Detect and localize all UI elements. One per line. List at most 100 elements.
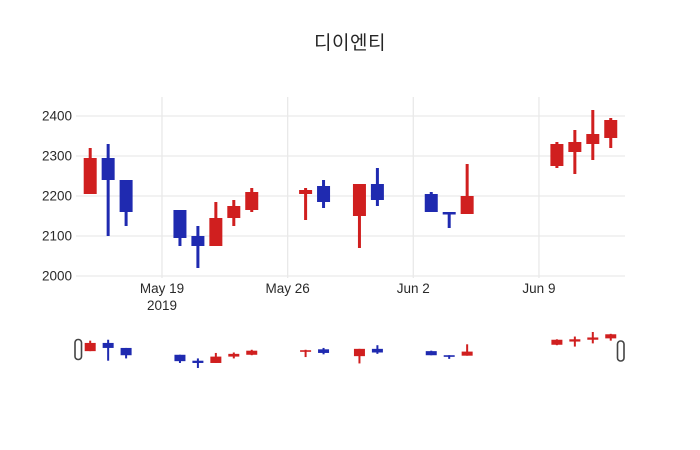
rangeslider-mini-candle [569,336,581,347]
mini-candle-body [174,354,186,362]
rangeslider-mini-candle [587,332,599,344]
candle[interactable] [227,200,241,226]
mini-candle-wick [196,358,199,368]
rangeslider[interactable] [74,332,625,368]
rangeslider-mini-candle [461,344,473,356]
mini-candle-wick [466,344,469,356]
rangeslider-mini-candle [210,352,222,363]
mini-candle-body [84,342,96,352]
mini-candle-body [371,348,383,353]
rangeslider-mini-candle [353,348,365,364]
candle-body [370,184,384,200]
x-axis-tick-labels: May 19 2019 May 26 Jun 2 Jun 9 [140,281,556,313]
mini-candle-body [102,342,114,348]
candle-body [245,192,259,210]
candle-wick [447,212,451,228]
mini-candle-body [210,356,222,363]
candle-body [191,236,205,246]
mini-candle-body [120,347,132,356]
mini-candle-body [605,334,617,339]
candle-body [317,186,331,202]
mini-candle-body [461,351,473,356]
mini-candle-body [551,339,563,345]
candle[interactable] [352,184,366,248]
rangeslider-mini-candle [318,347,330,355]
candle[interactable] [586,110,600,160]
mini-candle-body [228,353,240,357]
x-tick-label: Jun 9 [522,281,555,296]
candle-body [424,194,438,212]
y-tick-label: 2400 [42,109,72,124]
candle-wick [196,226,200,268]
candle-body [442,212,456,215]
candle-body [299,190,313,194]
rangeslider-mini-candle [371,345,383,354]
rangeslider-mini-candle [425,350,437,356]
mini-candle-wick [448,355,451,359]
candle[interactable] [173,210,187,246]
rangeslider-mini-candle [120,347,132,359]
candle[interactable] [550,142,564,168]
candle-wick [465,164,469,214]
candle[interactable] [299,188,313,220]
rangeslider-right-handle[interactable] [616,340,625,362]
mini-candle-wick [107,339,110,361]
candle[interactable] [370,168,384,206]
candle-body [83,158,97,194]
candle[interactable] [424,192,438,212]
candle[interactable] [101,144,115,236]
candlestick-series[interactable] [83,110,618,268]
candle-body [604,120,618,138]
candle[interactable] [245,188,259,212]
candle-body [460,196,474,214]
candle[interactable] [83,148,97,194]
candle[interactable] [442,212,456,228]
mini-candle-body [353,348,365,357]
y-tick-label: 2100 [42,229,72,244]
candle[interactable] [119,180,133,226]
candle[interactable] [460,164,474,214]
x-tick-label: May 26 [266,281,310,296]
x-tick-year-label: 2019 [147,298,177,313]
rangeslider-mini-candle [102,339,114,361]
x-tick-label: Jun 2 [397,281,430,296]
candle-body [227,206,241,218]
rangeslider-mini-candle [443,355,455,359]
candle-wick [106,144,110,236]
mini-candle-body [246,350,258,355]
mini-candle-wick [304,349,307,358]
rangeslider-mini-candle [192,358,204,368]
rangeslider-mini-candle [84,340,96,352]
candle[interactable] [568,130,582,174]
rangeslider-mini-candle [300,349,312,358]
y-tick-label: 2000 [42,269,72,284]
rangeslider-mini-candle [174,354,186,363]
candle[interactable] [209,202,223,246]
y-tick-label: 2200 [42,189,72,204]
candle-body [550,144,564,166]
candle-wick [304,188,308,220]
candle-body [352,184,366,216]
mini-candle-body [569,339,581,342]
candle-body [209,218,223,246]
mini-candle-body [300,350,312,352]
mini-candle-body [443,355,455,357]
candle[interactable] [317,180,331,208]
candle[interactable] [191,226,205,268]
candle-body [101,158,115,180]
candle[interactable] [604,118,618,148]
candle-body [568,142,582,152]
rangeslider-mini-candle [605,333,617,341]
gridlines [76,97,625,278]
candle-body [586,134,600,144]
rangeslider-left-handle[interactable] [74,338,83,361]
candle-body [173,210,187,238]
x-tick-label: May 19 [140,281,184,296]
candle-body [119,180,133,212]
chart-title: 디이엔티 [314,33,386,54]
mini-candle-body [318,349,330,353]
mini-candle-body [192,360,204,363]
rangeslider-mini-candle [551,339,563,346]
